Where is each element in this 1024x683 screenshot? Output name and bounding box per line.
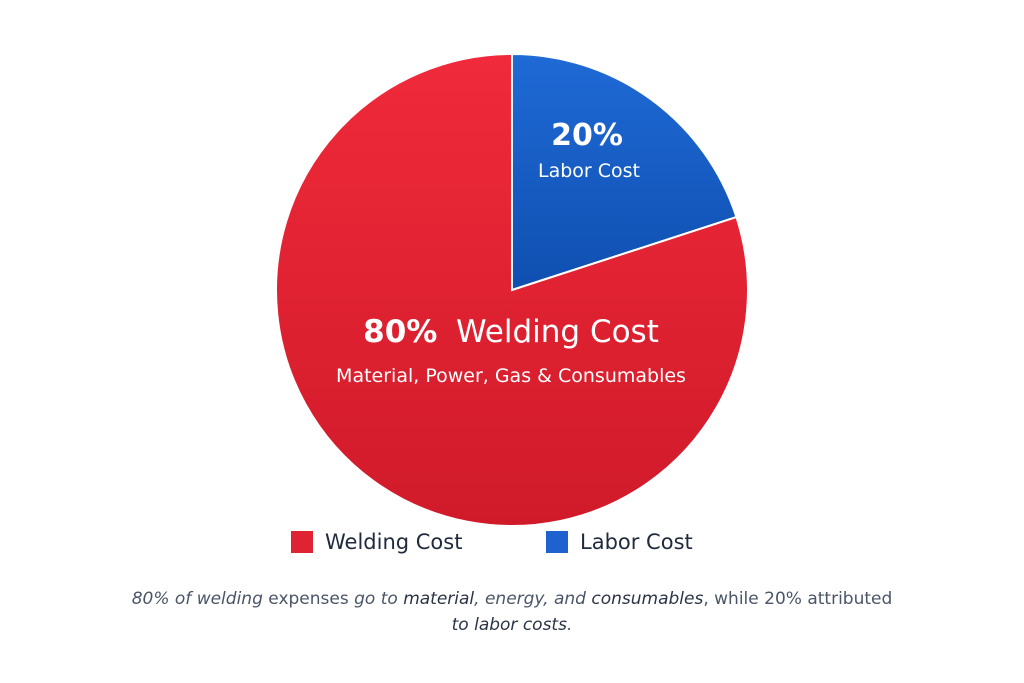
legend-item-labor-cost: Labor Cost: [546, 527, 693, 557]
welding-percent-label: 80%: [363, 314, 437, 350]
chart-legend: Welding Cost Labor Cost: [0, 527, 1024, 557]
caption-part1: 80% of welding: [131, 589, 269, 609]
legend-swatch-labor-cost: [546, 531, 568, 553]
legend-label-welding-cost: Welding Cost: [325, 530, 463, 554]
caption-part5: , energy, and: [474, 589, 592, 609]
caption-part8: to labor costs: [451, 615, 567, 635]
pie-slice-labor-cost: [511, 52, 738, 292]
caption-part6: consumables: [591, 589, 704, 609]
caption-part4: material: [403, 589, 475, 609]
caption-part2: expenses: [268, 589, 349, 609]
welding-slice-title: 80% Welding Cost: [363, 314, 659, 350]
caption-part3: go to: [348, 589, 404, 609]
caption-part7: , while 20% attributed: [703, 589, 893, 609]
legend-item-welding-cost: Welding Cost: [291, 527, 462, 557]
chart-caption: 80% of welding expenses go to material, …: [112, 586, 912, 638]
welding-title-label: Welding Cost: [456, 314, 659, 350]
labor-slice-label: Labor Cost: [538, 160, 640, 182]
pie-slice-welding-cost: [275, 52, 749, 527]
legend-swatch-welding-cost: [291, 531, 313, 553]
labor-percent-label: 20%: [551, 118, 623, 153]
welding-detail-label: Material, Power, Gas & Consumables: [336, 365, 686, 387]
caption-part9: .: [566, 615, 573, 635]
legend-label-labor-cost: Labor Cost: [580, 530, 693, 554]
